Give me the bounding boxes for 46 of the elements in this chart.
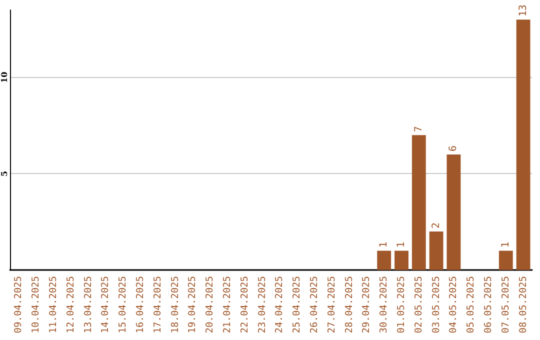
x-tick-label: 12.04.2025: [65, 276, 76, 334]
x-tick-label: 29.04.2025: [361, 276, 372, 334]
x-tick-label: 23.04.2025: [256, 276, 268, 334]
x-tick-label: 01.05.2025: [396, 276, 407, 334]
x-tick-label: 02.05.2025: [413, 276, 424, 334]
x-tick-label: 06.05.2025: [483, 276, 494, 334]
x-tick-label: 19.04.2025: [187, 276, 198, 334]
y-tick-label: 10: [0, 71, 9, 83]
x-tick-label: 26.04.2025: [309, 276, 320, 334]
data-label: 2: [430, 222, 442, 228]
x-tick-label: 09.04.2025: [13, 276, 24, 334]
x-tick-label: 14.04.2025: [100, 276, 112, 334]
x-tick-label: 11.04.2025: [48, 276, 59, 334]
x-tick-label: 27.04.2025: [326, 276, 338, 334]
x-tick-label: 16.04.2025: [135, 276, 146, 334]
bar: [446, 154, 461, 270]
x-tick-label: 10.04.2025: [30, 276, 42, 334]
x-tick-label: 05.05.2025: [466, 276, 477, 334]
x-tick-label: 15.04.2025: [118, 276, 129, 334]
x-tick-label: 28.04.2025: [344, 276, 355, 334]
x-tick-label: 22.04.2025: [239, 276, 250, 334]
data-label: 1: [396, 242, 407, 248]
data-label: 1: [378, 242, 390, 248]
x-tick-label: 18.04.2025: [170, 276, 181, 334]
x-tick-label: 03.05.2025: [430, 276, 442, 334]
bar: [429, 231, 444, 270]
x-tick-label: 13.04.2025: [82, 276, 94, 334]
x-tick-label: 25.04.2025: [292, 276, 303, 334]
data-label: 7: [413, 126, 424, 132]
x-tick-label: 04.05.2025: [448, 276, 460, 334]
x-tick-label: 24.04.2025: [274, 276, 286, 334]
bar: [377, 250, 392, 270]
x-tick-label: 07.05.2025: [500, 276, 512, 334]
x-tick-label: 21.04.2025: [222, 276, 233, 334]
y-tick-label: 5: [0, 170, 9, 176]
data-label: 6: [448, 145, 460, 152]
x-tick-label: 30.04.2025: [378, 276, 390, 334]
bar: [498, 250, 513, 270]
data-label: 13: [518, 4, 529, 17]
bar: [394, 250, 408, 270]
bar: [412, 135, 426, 270]
x-tick-label: 17.04.2025: [152, 276, 164, 334]
x-tick-label: 08.05.2025: [518, 276, 529, 334]
data-label: 1: [500, 242, 512, 248]
bar: [516, 20, 530, 270]
x-tick-label: 20.04.2025: [204, 276, 216, 334]
